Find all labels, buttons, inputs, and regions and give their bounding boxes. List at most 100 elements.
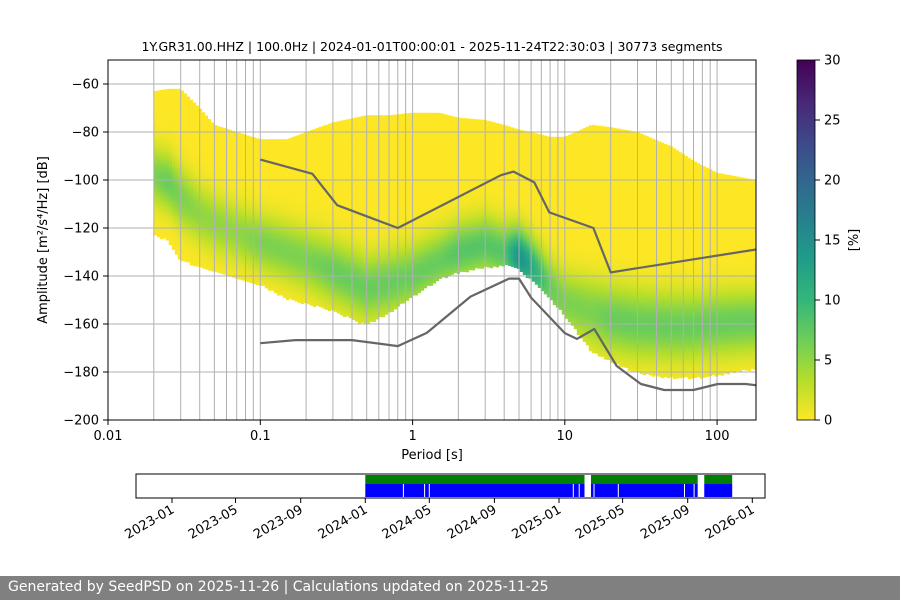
density-cell [288,169,293,172]
density-cell [201,191,206,195]
density-cell [288,282,293,285]
density-cell [264,206,269,210]
density-cell [312,301,317,305]
density-cell [180,136,185,139]
density-cell [309,170,314,174]
density-cell [189,162,194,165]
density-cell [219,261,224,265]
density-cell [366,172,371,176]
density-cell [324,168,329,171]
density-cell [204,223,209,227]
density-cell [276,196,281,200]
density-cell [237,168,242,172]
density-cell [303,247,308,251]
density-cell [174,96,179,99]
density-cell [327,210,332,213]
density-cell [228,216,233,219]
density-cell [312,258,317,262]
density-cell [363,295,368,299]
density-cell [174,129,179,133]
density-cell [264,211,269,214]
density-cell [171,247,176,250]
density-cell [189,234,194,237]
density-cell [180,126,185,130]
density-cell [192,253,197,257]
density-cell [288,154,293,158]
density-cell [177,228,182,231]
density-cell [183,179,188,183]
density-cell [195,230,200,234]
density-cell [177,141,182,145]
density-cell [303,290,308,294]
density-cell [291,249,296,253]
density-cell [249,246,254,250]
density-cell [300,215,305,218]
density-cell [186,103,191,107]
density-cell [198,183,203,186]
density-cell [300,234,305,237]
density-cell [285,247,290,250]
density-cell [318,165,323,168]
density-cell [159,154,164,158]
density-cell [270,151,275,154]
density-cell [255,143,260,146]
density-cell [201,169,206,173]
density-cell [237,192,242,196]
density-cell [291,235,296,238]
density-cell [189,188,194,192]
density-cell [261,160,266,164]
density-cell [291,225,296,229]
density-cell [183,206,188,209]
density-cell [354,165,359,169]
density-cell [156,220,161,223]
density-cell [261,228,266,231]
density-cell [231,140,236,144]
density-cell [348,293,353,297]
density-cell [348,137,353,141]
density-cell [282,240,287,243]
density-cell [276,184,281,188]
density-cell [342,180,347,183]
density-cell [255,279,260,283]
density-cell [168,199,173,202]
density-cell [327,162,332,165]
density-cell [195,177,200,181]
density-cell [153,98,158,101]
density-cell [327,279,332,283]
density-cell [249,138,254,142]
density-cell [366,160,371,164]
density-cell [288,174,293,177]
density-cell [267,285,272,289]
density-cell [312,157,317,161]
density-cell [162,235,167,239]
density-cell [348,125,353,129]
density-cell [201,165,206,168]
density-cell [327,188,332,192]
density-cell [336,301,341,304]
density-cell [177,182,182,186]
density-cell [297,264,302,267]
density-cell [354,119,359,123]
density-cell [351,211,356,215]
density-cell [201,117,206,120]
density-cell [342,314,347,318]
density-cell [249,237,254,240]
density-cell [339,257,344,261]
psd-density-heatmap [153,88,756,380]
density-cell [171,225,176,229]
density-cell [333,306,338,310]
density-cell [219,249,224,253]
density-cell [168,103,173,106]
density-cell [315,236,320,239]
density-cell [153,211,158,214]
density-cell [342,244,347,248]
density-cell [309,180,314,184]
density-cell [228,156,233,159]
density-cell [198,240,203,244]
density-cell [198,233,203,237]
density-cell [333,177,338,180]
density-cell [363,185,368,188]
density-cell [303,132,308,135]
density-cell [201,203,206,207]
density-cell [264,223,269,226]
